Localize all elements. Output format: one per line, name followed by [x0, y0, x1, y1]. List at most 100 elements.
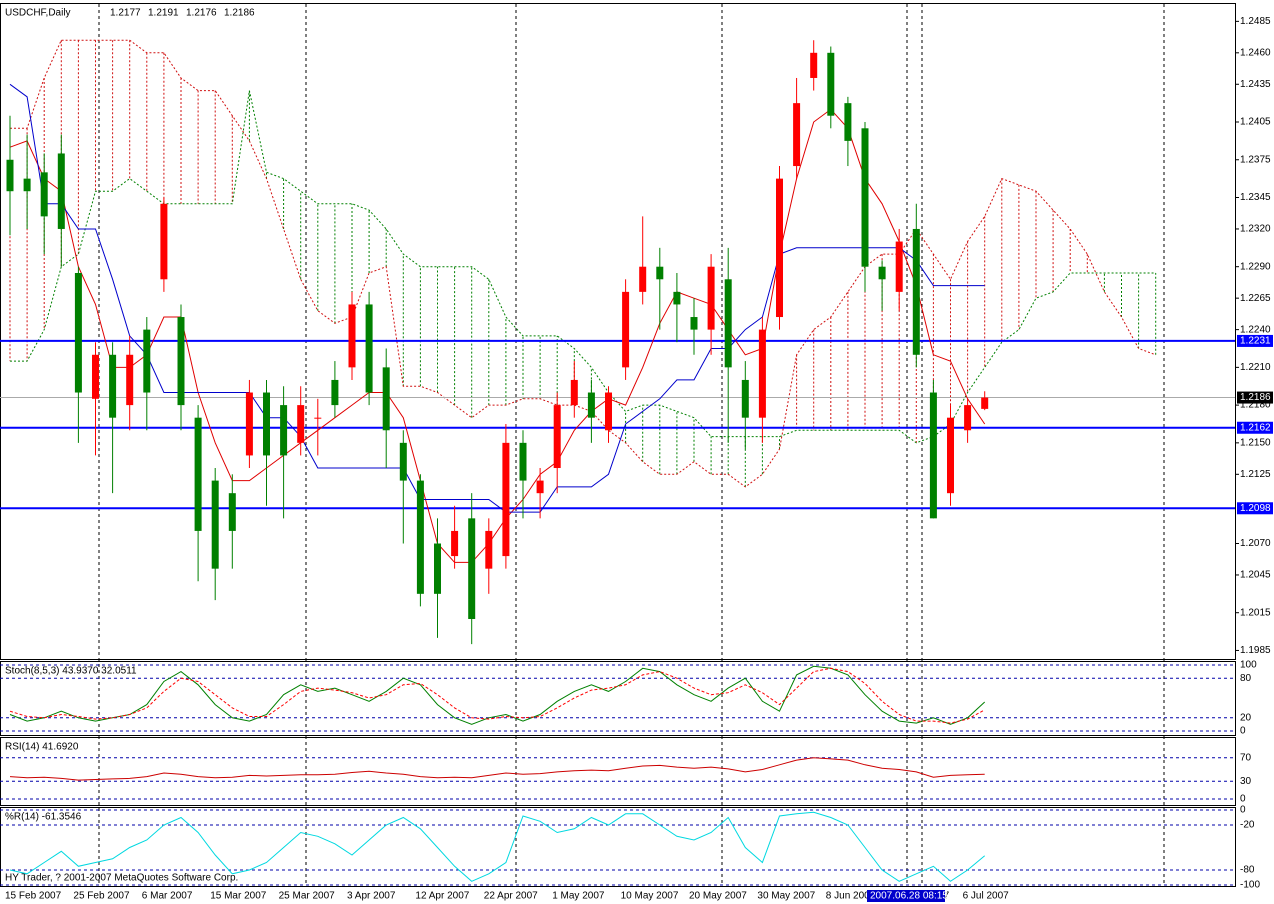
y-tick-label: 1.2435 [1240, 79, 1271, 90]
y-tick-label: 1.2045 [1240, 570, 1271, 581]
cursor-label: 2007.06.28 08:15 [870, 891, 948, 902]
panel-tick-label: 0 [1240, 794, 1246, 805]
y-tick-label: 1.2290 [1240, 261, 1271, 272]
panel-tick-label: -20 [1240, 820, 1255, 831]
candle-body [6, 159, 14, 192]
candle-body [622, 291, 630, 368]
last-price-label: 1.2186 [1240, 392, 1271, 403]
candle-body [724, 279, 732, 368]
candle-body [776, 178, 783, 318]
candle-body [314, 417, 322, 419]
candle-body [929, 392, 937, 519]
y-tick-label: 1.2180 [1240, 400, 1271, 411]
y-tick-label: 1.2265 [1240, 293, 1271, 304]
y-tick-label: 1.2345 [1240, 192, 1271, 203]
y-tick-label: 1.2460 [1240, 47, 1271, 58]
x-tick-label: 25 Mar 2007 [279, 891, 336, 902]
panel-title: %R(14) -61.3546 [5, 812, 82, 823]
price-panel [0, 3, 1236, 660]
x-tick-label: 10 May 2007 [621, 891, 679, 902]
panel-tick-label: 20 [1240, 712, 1252, 723]
header-value: 1.2186 [224, 8, 255, 19]
candle-body [553, 405, 561, 469]
candle-body [519, 442, 527, 481]
panel-tick-label: 30 [1240, 776, 1252, 787]
level-tag [1237, 502, 1273, 515]
kijun-line [9, 83, 985, 513]
panel-title: RSI(14) 41.6920 [5, 742, 79, 753]
y-tick-label: 1.2210 [1240, 362, 1271, 373]
stoch-panel [0, 661, 1236, 736]
candle-body [57, 153, 65, 229]
y-tick-label: 1.2405 [1240, 117, 1271, 128]
candle-body [861, 128, 869, 267]
candle-body [707, 266, 715, 330]
candle-body [416, 480, 424, 594]
candle-body [194, 417, 202, 531]
candle-body [109, 354, 117, 418]
candle-body [810, 52, 818, 78]
candle-body [74, 272, 82, 393]
candle-body [587, 392, 595, 418]
x-tick-label: 25 Feb 2007 [73, 891, 130, 902]
x-tick-label: 20 May 2007 [689, 891, 747, 902]
candle-body [143, 329, 151, 393]
y-tick-label: 1.2015 [1240, 607, 1271, 618]
level-tag [1237, 421, 1273, 434]
header-value: 1.2191 [148, 8, 179, 19]
y-tick-label: 1.1985 [1240, 645, 1271, 656]
candle-body [245, 392, 253, 456]
y-tick-label: 1.2070 [1240, 538, 1271, 549]
y-tick-label: 1.2375 [1240, 154, 1271, 165]
chart-title: USDCHF,Daily [5, 8, 71, 19]
footer: HY Trader, ? 2001-2007 MetaQuotes Softwa… [5, 873, 238, 884]
y-tick-label: 1.2150 [1240, 437, 1271, 448]
candle-body [297, 405, 305, 443]
candle-body [981, 397, 989, 409]
y-tick-label: 1.2320 [1240, 224, 1271, 235]
panel-tick-label: -80 [1240, 865, 1255, 876]
candle-body [23, 178, 31, 192]
indicator-line [9, 757, 985, 781]
panel-tick-label: -100 [1240, 880, 1260, 891]
candle-body [793, 103, 801, 167]
x-tick-label: 22 Apr 2007 [484, 891, 538, 902]
x-tick-label: 30 May 2007 [757, 891, 815, 902]
wpr-panel [0, 807, 1236, 887]
candle-body [211, 480, 219, 569]
header-value: 1.2176 [186, 8, 217, 19]
x-tick-label: 12 Apr 2007 [415, 891, 469, 902]
candle-body [365, 304, 373, 393]
candle-body [92, 354, 99, 399]
y-tick-label: 1.2125 [1240, 469, 1271, 480]
x-tick-label: 8 Jun 2007 [826, 891, 876, 902]
panel-tick-label: 80 [1240, 673, 1252, 684]
level-label: 1.2098 [1240, 503, 1271, 514]
cloud-edge [10, 90, 1156, 444]
candle-body [605, 392, 612, 431]
y-tick-label: 1.2240 [1240, 324, 1271, 335]
panel-tick-label: 0 [1240, 726, 1246, 737]
candle-body [827, 52, 835, 116]
candle-body [160, 203, 168, 280]
x-tick-label: 3 Apr 2007 [347, 891, 396, 902]
candle-body [382, 367, 390, 431]
candle-body [690, 317, 698, 330]
x-tick-label: 1 May 2007 [552, 891, 605, 902]
candle-body [758, 329, 766, 418]
candle-body [912, 228, 920, 355]
x-tick-label: 15 Mar 2007 [210, 891, 267, 902]
x-tick-label: 6 Jul 2007 [963, 891, 1010, 902]
y-tick-label: 1.2485 [1240, 16, 1271, 27]
candle-body [348, 304, 356, 368]
level-tag [1237, 334, 1273, 347]
candle-body [434, 543, 441, 594]
candle-body [639, 266, 647, 292]
panel-tick-label: 0 [1240, 805, 1246, 816]
candle-body [895, 241, 903, 292]
candle-body [485, 530, 493, 569]
indicator-line [9, 811, 986, 882]
candle-body [536, 480, 544, 494]
candle-body [656, 266, 664, 280]
